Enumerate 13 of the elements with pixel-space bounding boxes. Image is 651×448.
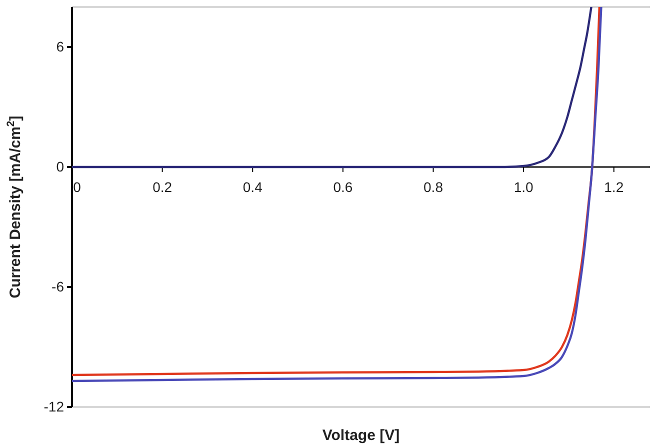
- x-tick-label: 1.0: [514, 178, 534, 195]
- x-tick-label: 1.2: [604, 178, 624, 195]
- x-tick-label: 0.6: [333, 178, 353, 195]
- y-tick-label: 0: [56, 158, 64, 174]
- y-tick-label: 6: [56, 38, 64, 54]
- x-tick-label: 0.8: [424, 178, 444, 195]
- y-tick-label: -12: [44, 398, 64, 414]
- x-tick-label: 0.4: [242, 178, 263, 195]
- x-tick-label: 0: [73, 178, 82, 195]
- y-tick-label: -6: [52, 278, 64, 294]
- line-series: [72, 7, 592, 168]
- x-axis-title: Voltage [V]: [322, 427, 400, 444]
- x-tick-label: 0.2: [152, 178, 172, 195]
